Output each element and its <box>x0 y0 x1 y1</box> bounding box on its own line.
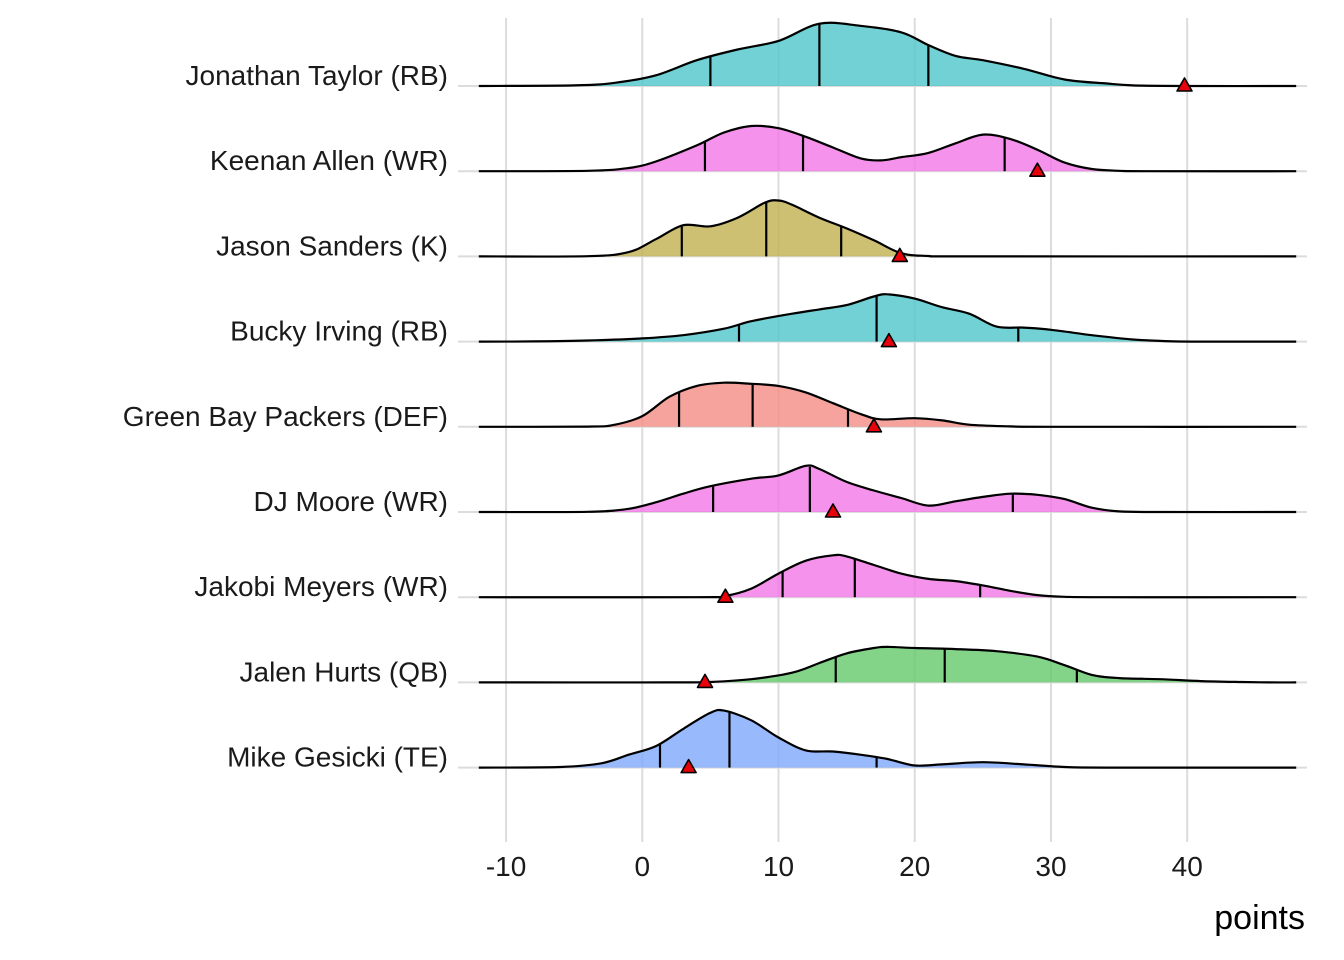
x-tick-label: 30 <box>1035 851 1066 882</box>
density-outline <box>478 464 1297 514</box>
actual-points-marker <box>891 247 909 263</box>
player-label: Keenan Allen (WR) <box>210 145 448 176</box>
player-label: Jonathan Taylor (RB) <box>186 60 449 91</box>
density-area <box>478 125 1297 172</box>
ridge-7 <box>478 645 1297 689</box>
density-outline <box>478 21 1297 88</box>
density-area <box>478 22 1297 87</box>
actual-points-marker <box>1029 162 1046 177</box>
ridge-2 <box>478 199 1297 263</box>
ridge-6 <box>478 553 1297 603</box>
ridge-0 <box>478 21 1297 92</box>
density-outline <box>478 124 1297 173</box>
density-area <box>478 646 1297 683</box>
density-area <box>478 382 1297 427</box>
actual-points-marker <box>824 503 842 518</box>
ridge-5 <box>478 464 1297 518</box>
density-outline <box>478 708 1297 769</box>
player-label: Green Bay Packers (DEF) <box>123 401 448 432</box>
player-label: Jakobi Meyers (WR) <box>194 571 448 602</box>
ridge-1 <box>478 124 1297 177</box>
density-outline <box>478 293 1297 343</box>
player-label: Bucky Irving (RB) <box>230 316 448 347</box>
ridge-3 <box>478 293 1297 348</box>
label-layer: -10 0 10 20 30 40 Jonathan Taylor (RB) Keenan A… <box>123 60 1203 882</box>
player-label: DJ Moore (WR) <box>254 486 448 517</box>
actual-points-marker <box>865 418 883 433</box>
density-area <box>478 709 1297 768</box>
x-tick-label: -10 <box>486 851 526 882</box>
x-axis-title: points <box>1214 899 1305 937</box>
density-outline <box>478 199 1297 258</box>
density-outline <box>478 381 1297 428</box>
actual-points-marker <box>1176 77 1193 92</box>
x-tick-label: 10 <box>763 851 794 882</box>
x-tick-label: 20 <box>899 851 930 882</box>
density-area <box>478 465 1297 513</box>
density-outline <box>478 645 1297 684</box>
ridge-8 <box>478 708 1297 774</box>
actual-points-marker <box>680 758 697 774</box>
player-label: Jason Sanders (K) <box>216 230 448 261</box>
actual-points-marker <box>696 673 714 689</box>
grid-layer <box>458 18 1307 842</box>
ridge-4 <box>478 381 1297 433</box>
density-area <box>478 554 1297 598</box>
player-label: Jalen Hurts (QB) <box>240 656 449 687</box>
x-tick-label: 0 <box>634 851 650 882</box>
player-label: Mike Gesicki (TE) <box>227 742 448 773</box>
density-area <box>478 200 1297 257</box>
x-tick-label: 40 <box>1172 851 1203 882</box>
ridge-layer <box>478 21 1297 774</box>
density-area <box>478 294 1297 342</box>
actual-points-marker <box>717 588 734 603</box>
actual-points-marker <box>880 332 898 348</box>
